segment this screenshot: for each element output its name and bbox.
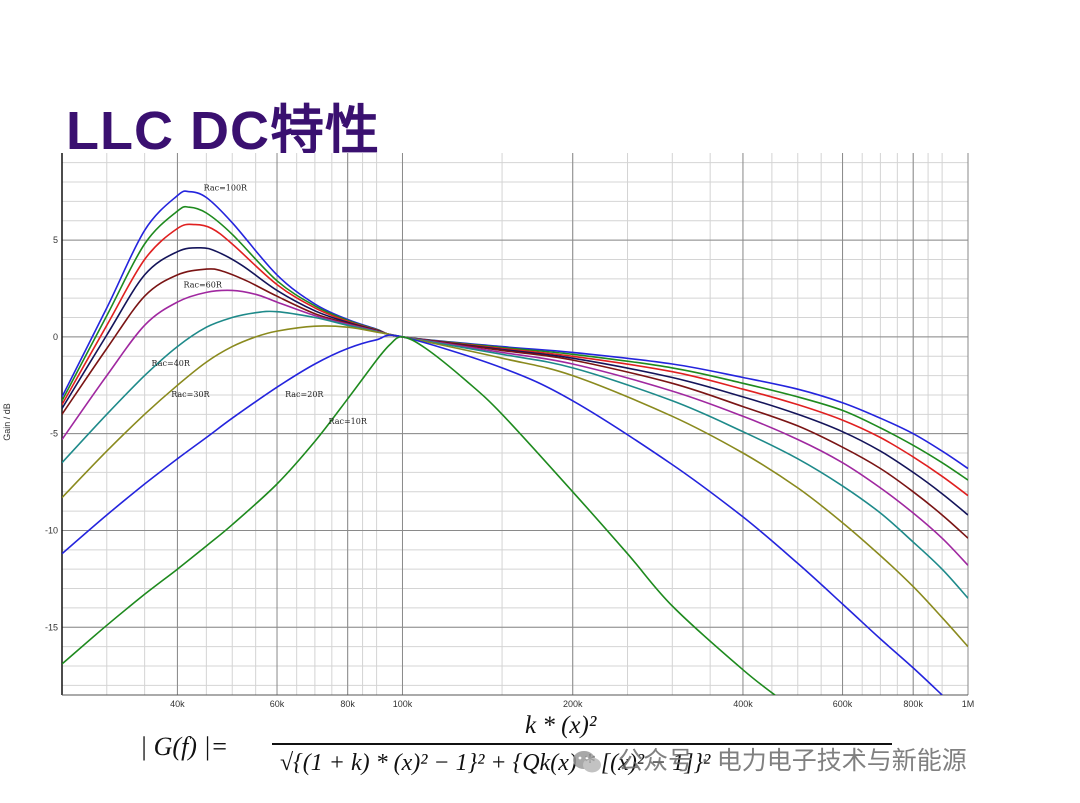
curve-label-3: Rac=40R <box>152 359 191 368</box>
x-tick-label: 200k <box>563 699 583 709</box>
y-tick-label: -5 <box>50 429 58 439</box>
chart-grid <box>61 153 969 696</box>
wechat-icon <box>573 751 601 773</box>
gain-chart: Rac=100R Rac=60R Rac=40R Rac=30R Rac=20R Rac=… <box>2 153 974 709</box>
curve-label-1: Rac=100R <box>204 184 248 193</box>
formula-lhs: | G(f) |= <box>140 732 229 761</box>
gain-formula: | G(f) |= k * (x)² √{(1 + k) * (x)² − 1}… <box>140 712 900 798</box>
slide-title: LLC DC特性 <box>66 101 380 161</box>
y-tick-label: -15 <box>45 622 58 632</box>
curve-label-4: Rac=30R <box>171 390 210 399</box>
formula-fraction-bar <box>272 743 892 745</box>
x-tick-label: 60k <box>270 699 285 709</box>
x-tick-label: 100k <box>393 699 413 709</box>
curve-label-6: Rac=10R <box>329 417 368 426</box>
watermark-text: 公众号 · 电力电子技术与新能源 <box>617 746 967 775</box>
x-tick-label: 80k <box>340 699 355 709</box>
plot-area <box>62 153 968 695</box>
formula-denominator: √{(1 + k) * (x)² − 1}² + {Qk(x) * [(x)² … <box>280 750 711 776</box>
watermark: 公众号 · 电力电子技术与新能源 <box>572 741 967 777</box>
x-tick-label: 1M <box>962 699 975 709</box>
chart-ticks: 40k 60k 80k 100k 200k 400k 600k 800k 1M 5 0 -5 -10 -1… <box>45 235 974 709</box>
curve-label-2: Rac=60R <box>183 281 222 290</box>
chart-annotations: Rac=100R Rac=60R Rac=40R Rac=30R Rac=20R Rac=… <box>152 184 368 426</box>
y-axis-label: Gain / dB <box>2 403 12 441</box>
y-tick-label: 5 <box>53 235 58 245</box>
series-line-10 <box>62 336 777 695</box>
x-tick-label: 40k <box>170 699 185 709</box>
formula-numerator: k * (x)² <box>525 712 597 739</box>
chart-series <box>62 190 968 695</box>
y-tick-label: 0 <box>53 332 58 342</box>
x-tick-label: 600k <box>833 699 853 709</box>
curve-label-5: Rac=20R <box>285 390 324 399</box>
y-tick-label: -10 <box>45 525 58 535</box>
x-tick-label: 800k <box>903 699 923 709</box>
x-tick-label: 400k <box>733 699 753 709</box>
